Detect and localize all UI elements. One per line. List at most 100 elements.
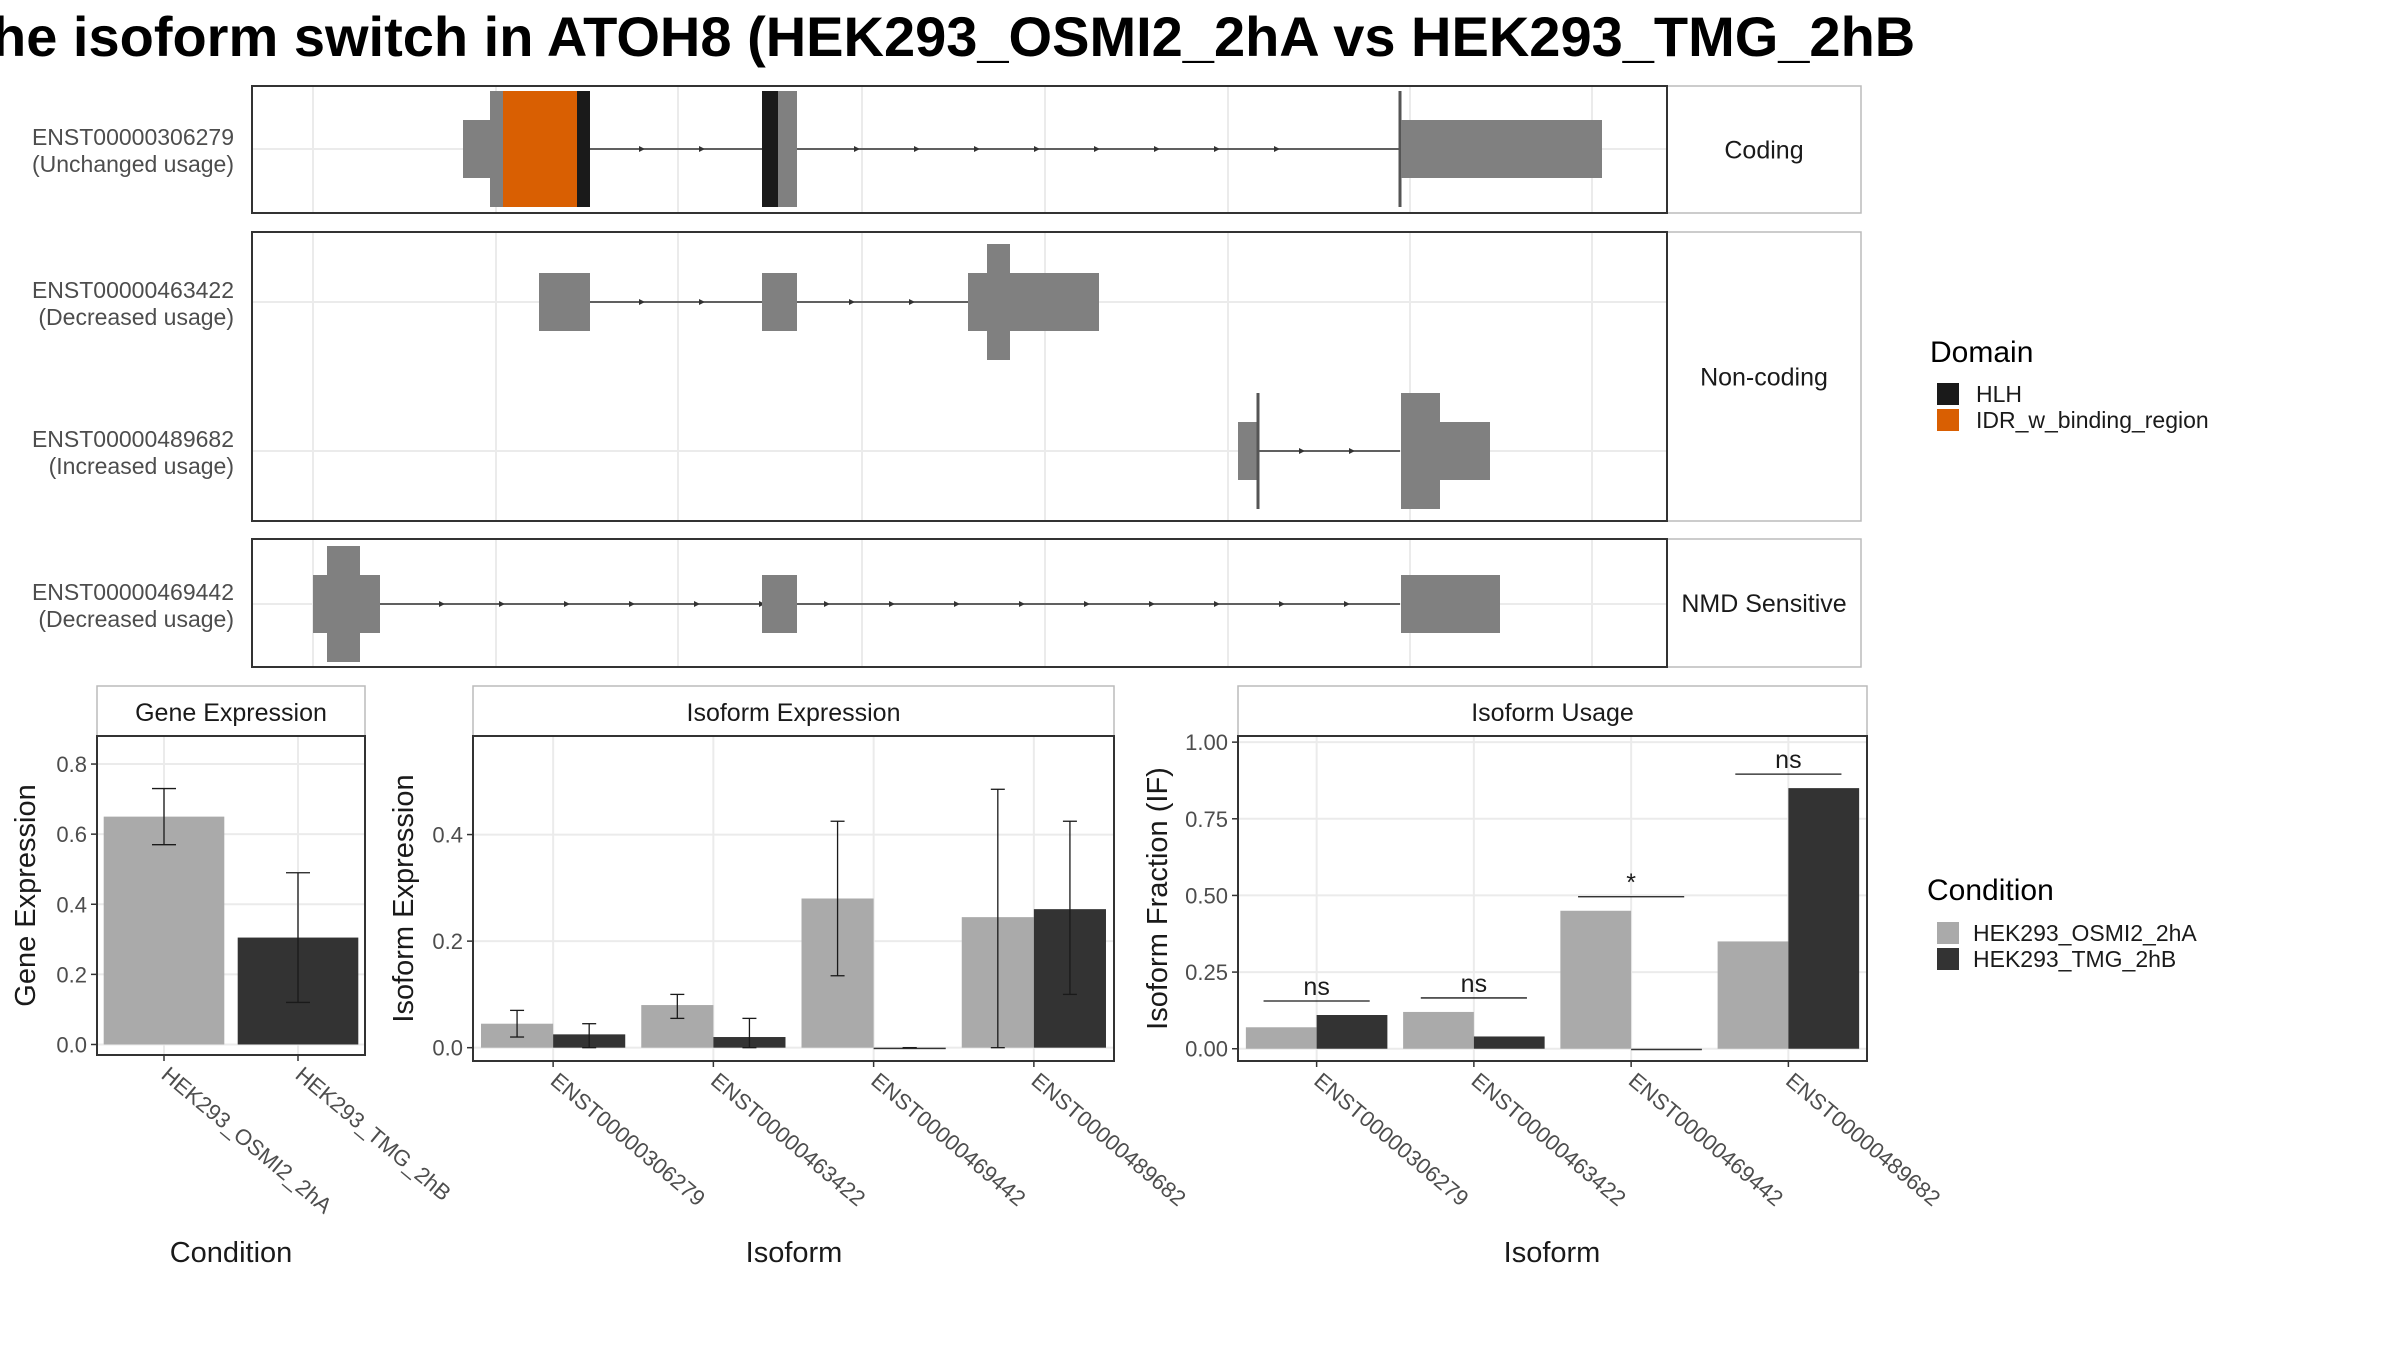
intron-arrow [909, 299, 915, 305]
intron-arrow [1214, 146, 1220, 152]
bar [1788, 788, 1860, 1049]
transcript-usage-label: (Unchanged usage) [32, 151, 234, 177]
panel-strip [96, 685, 366, 737]
y-tick-label: 0.75 [1185, 807, 1228, 832]
intron-arrow [1274, 146, 1280, 152]
x-tick-label: ENST00000469442 [866, 1068, 1030, 1211]
panel-strip [1237, 685, 1868, 737]
intron-arrow [1349, 448, 1355, 454]
intron-arrow [1034, 146, 1040, 152]
facet-strip-label: NMD Sensitive [1681, 590, 1846, 618]
intron-arrow [1084, 601, 1090, 607]
intron-arrow [564, 601, 570, 607]
y-tick-label: 0.0 [56, 1032, 87, 1057]
bar [1631, 1048, 1702, 1051]
intron-arrow [699, 299, 705, 305]
intron-arrow [1094, 146, 1100, 152]
transcript-usage-label: (Decreased usage) [38, 606, 234, 632]
x-tick-label: ENST00000306279 [1309, 1068, 1473, 1211]
structure-panel-border [251, 538, 1668, 668]
idr-domain [503, 91, 578, 207]
x-axis-title: Isoform [1504, 1237, 1601, 1269]
facet-strip [1666, 231, 1862, 522]
bar [1245, 1027, 1317, 1049]
exon [1238, 422, 1258, 480]
intron-arrow [954, 601, 960, 607]
condition-legend-label: HEK293_OSMI2_2hA [1973, 920, 2197, 946]
y-tick-label: 0.6 [56, 822, 87, 847]
facet-strip [1666, 538, 1862, 668]
y-axis-title: Isoform Expression [388, 774, 420, 1022]
intron-arrow [1154, 146, 1160, 152]
intron-arrow [639, 299, 645, 305]
intron-arrow [889, 601, 895, 607]
intron-arrow [639, 146, 645, 152]
bar [1403, 1011, 1474, 1049]
intron-arrow [1019, 601, 1025, 607]
transcript-usage-label: (Increased usage) [49, 453, 234, 479]
facet-strip-label: Coding [1724, 137, 1803, 165]
panel-title: Isoform Expression [687, 699, 901, 727]
bar [1717, 941, 1789, 1049]
intron-arrow [629, 601, 635, 607]
y-tick-label: 0.50 [1185, 883, 1228, 908]
y-tick-label: 0.25 [1185, 960, 1228, 985]
figure-title: he isoform switch in ATOH8 (HEK293_OSMI2… [0, 5, 1915, 68]
hlh-domain [577, 91, 590, 207]
domain-legend-title: Domain [1930, 336, 2033, 369]
condition-legend-label: HEK293_TMG_2hB [1973, 946, 2176, 972]
x-tick-label: ENST00000463422 [706, 1068, 870, 1211]
intron-arrow [914, 146, 920, 152]
structure-panel-border [251, 85, 1668, 214]
bar [1473, 1036, 1545, 1049]
transcript-id-label: ENST00000306279 [32, 124, 234, 150]
domain-legend-label: IDR_w_binding_region [1976, 407, 2209, 433]
y-tick-label: 0.4 [56, 892, 87, 917]
x-axis-title: Condition [170, 1237, 293, 1269]
transcript-usage-label: (Decreased usage) [38, 304, 234, 330]
facet-strip-label: Non-coding [1700, 364, 1828, 392]
panel-border [96, 735, 366, 1056]
panel-border [472, 735, 1115, 1062]
y-tick-label: 0.00 [1185, 1037, 1228, 1062]
intron-arrow [974, 146, 980, 152]
significance-label: ns [1461, 970, 1487, 998]
y-axis-title: Isoform Fraction (IF) [1142, 767, 1174, 1030]
x-tick-label: ENST00000489682 [1781, 1068, 1945, 1211]
significance-label: ns [1775, 746, 1801, 774]
condition-legend-key [1937, 922, 1959, 944]
condition-legend-title: Condition [1927, 874, 2054, 907]
panel-title: Isoform Usage [1471, 699, 1634, 727]
bar [1316, 1015, 1388, 1049]
y-tick-label: 0.8 [56, 752, 87, 777]
condition-legend-key [1937, 948, 1959, 970]
bar [873, 1047, 946, 1050]
exon [327, 546, 360, 662]
significance-label: ns [1303, 973, 1329, 1001]
intron-arrow [1299, 448, 1305, 454]
intron-arrow [1279, 601, 1285, 607]
y-tick-label: 0.0 [432, 1036, 463, 1061]
x-tick-label: ENST00000469442 [1624, 1068, 1788, 1211]
facet-strip [1666, 85, 1862, 214]
y-tick-label: 1.00 [1185, 730, 1228, 755]
y-tick-label: 0.2 [56, 962, 87, 987]
intron-arrow [699, 146, 705, 152]
domain-legend-key [1937, 409, 1959, 431]
x-tick-label: ENST00000463422 [1467, 1068, 1631, 1211]
intron-arrow [1214, 601, 1220, 607]
exon [762, 273, 797, 331]
exon [1401, 575, 1500, 633]
intron-arrow [854, 146, 860, 152]
transcript-id-label: ENST00000489682 [32, 426, 234, 452]
exon [987, 244, 1010, 360]
domain-legend-key [1937, 383, 1959, 405]
panel-strip [472, 685, 1115, 737]
hlh-domain [762, 91, 778, 207]
intron-arrow [1149, 601, 1155, 607]
intron-arrow [499, 601, 505, 607]
exon [463, 120, 490, 178]
